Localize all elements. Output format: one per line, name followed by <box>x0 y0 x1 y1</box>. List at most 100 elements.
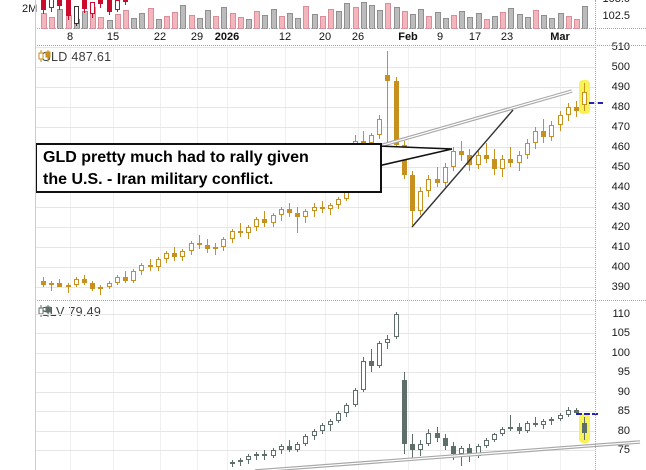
date-tick-label: Mar <box>550 31 570 43</box>
candle-body <box>172 253 178 257</box>
y-axis-tick-label: 470 <box>611 121 630 133</box>
candle-body <box>328 420 333 425</box>
candle-body <box>73 279 79 285</box>
candle-body <box>65 0 71 16</box>
candle-body <box>287 209 292 213</box>
gridline-horizontal <box>35 247 595 248</box>
callout-pointer-edge <box>377 145 453 150</box>
candle-body <box>73 6 79 24</box>
date-tick-label: Feb <box>398 31 418 43</box>
candle-body <box>319 424 325 431</box>
candle-body <box>155 259 161 267</box>
candle-body <box>57 0 63 6</box>
candle-wick <box>362 131 364 147</box>
date-tick-label: 29 <box>190 31 204 43</box>
gridline-horizontal <box>35 372 595 373</box>
candle-wick <box>215 243 217 255</box>
gld-blue-dash <box>589 102 603 104</box>
candle-body <box>352 389 358 406</box>
candle-body <box>139 265 145 271</box>
gridline-vertical <box>440 46 441 300</box>
y-axis-tick-label: 410 <box>611 241 630 253</box>
candle-body <box>41 0 46 10</box>
candle-body <box>106 0 112 12</box>
candle-body <box>492 434 497 441</box>
candle-wick <box>436 167 438 187</box>
y-axis-tick-label: 510 <box>611 41 630 53</box>
candle-body <box>278 209 284 215</box>
candle-body <box>270 215 276 223</box>
candle-body <box>451 151 456 167</box>
candle-body <box>114 277 120 283</box>
candle-body <box>278 446 284 450</box>
candle-body <box>516 155 522 163</box>
y-axis-tick-label: 85 <box>617 405 630 417</box>
candle-wick <box>387 51 389 149</box>
candle-body <box>287 446 292 450</box>
y-axis-tick-label: 490 <box>611 81 630 93</box>
date-tick-label: 12 <box>278 31 292 43</box>
candle-body <box>541 131 547 137</box>
gridline-vertical <box>160 301 161 470</box>
gridline-vertical <box>358 301 359 470</box>
candle-body <box>319 207 325 209</box>
y-axis-tick-label: 100 <box>611 347 630 359</box>
y-axis-tick-label: 500 <box>611 61 630 73</box>
gridline-vertical <box>507 46 508 300</box>
gridline-horizontal <box>35 107 595 108</box>
candle-wick <box>51 281 53 291</box>
candle-body <box>98 287 104 289</box>
candle-body <box>565 410 571 416</box>
date-tick-label: 17 <box>468 31 482 43</box>
candle-body <box>131 271 137 281</box>
candle-wick <box>67 283 69 293</box>
gridline-vertical <box>285 301 286 470</box>
candle-body <box>582 91 588 105</box>
candle-wick <box>239 223 241 237</box>
trendline-gray-core <box>375 90 573 148</box>
candle-body <box>500 428 506 435</box>
candle-body <box>41 281 46 285</box>
candle-body <box>82 0 87 9</box>
candle-body <box>533 131 538 143</box>
candle-body <box>98 0 104 4</box>
candle-body <box>426 179 432 191</box>
candle-body <box>549 125 555 137</box>
candle-body <box>106 283 112 287</box>
callout-line-1: GLD pretty much had to rally given <box>43 149 309 166</box>
candle-body <box>475 155 481 165</box>
gridline-vertical <box>475 46 476 300</box>
date-tick-label: 9 <box>436 31 444 43</box>
candle-body <box>188 243 194 251</box>
candle-body <box>180 251 186 257</box>
gridline-horizontal <box>35 47 595 48</box>
candle-body <box>57 283 63 287</box>
candle-body <box>385 75 391 81</box>
candle-wick <box>100 0 102 8</box>
candle-body <box>500 159 506 169</box>
candlestick-icon <box>38 50 51 62</box>
candle-body <box>483 155 489 159</box>
y-axis-tick-label: 102.5 <box>602 10 630 22</box>
candle-body <box>410 175 415 211</box>
candle-body <box>90 283 96 289</box>
callout-line-2: the U.S. - Iran military conflict. <box>43 171 274 188</box>
gridline-horizontal <box>35 314 595 315</box>
candle-body <box>557 415 563 419</box>
gridline-horizontal <box>35 87 595 88</box>
plot-left-border <box>35 0 36 470</box>
candle-body <box>426 432 432 445</box>
candle-body <box>533 422 538 425</box>
gridline-horizontal <box>35 353 595 354</box>
gridline-horizontal <box>35 411 595 412</box>
candle-body <box>303 211 309 217</box>
candle-body <box>508 159 514 163</box>
candle-body <box>410 444 415 450</box>
candle-body <box>442 167 448 183</box>
date-tick-label: 26 <box>351 31 365 43</box>
candle-body <box>254 219 260 227</box>
y-axis-tick-label: 95 <box>617 366 630 378</box>
date-tick-label: 15 <box>106 31 120 43</box>
candle-body <box>369 135 374 143</box>
